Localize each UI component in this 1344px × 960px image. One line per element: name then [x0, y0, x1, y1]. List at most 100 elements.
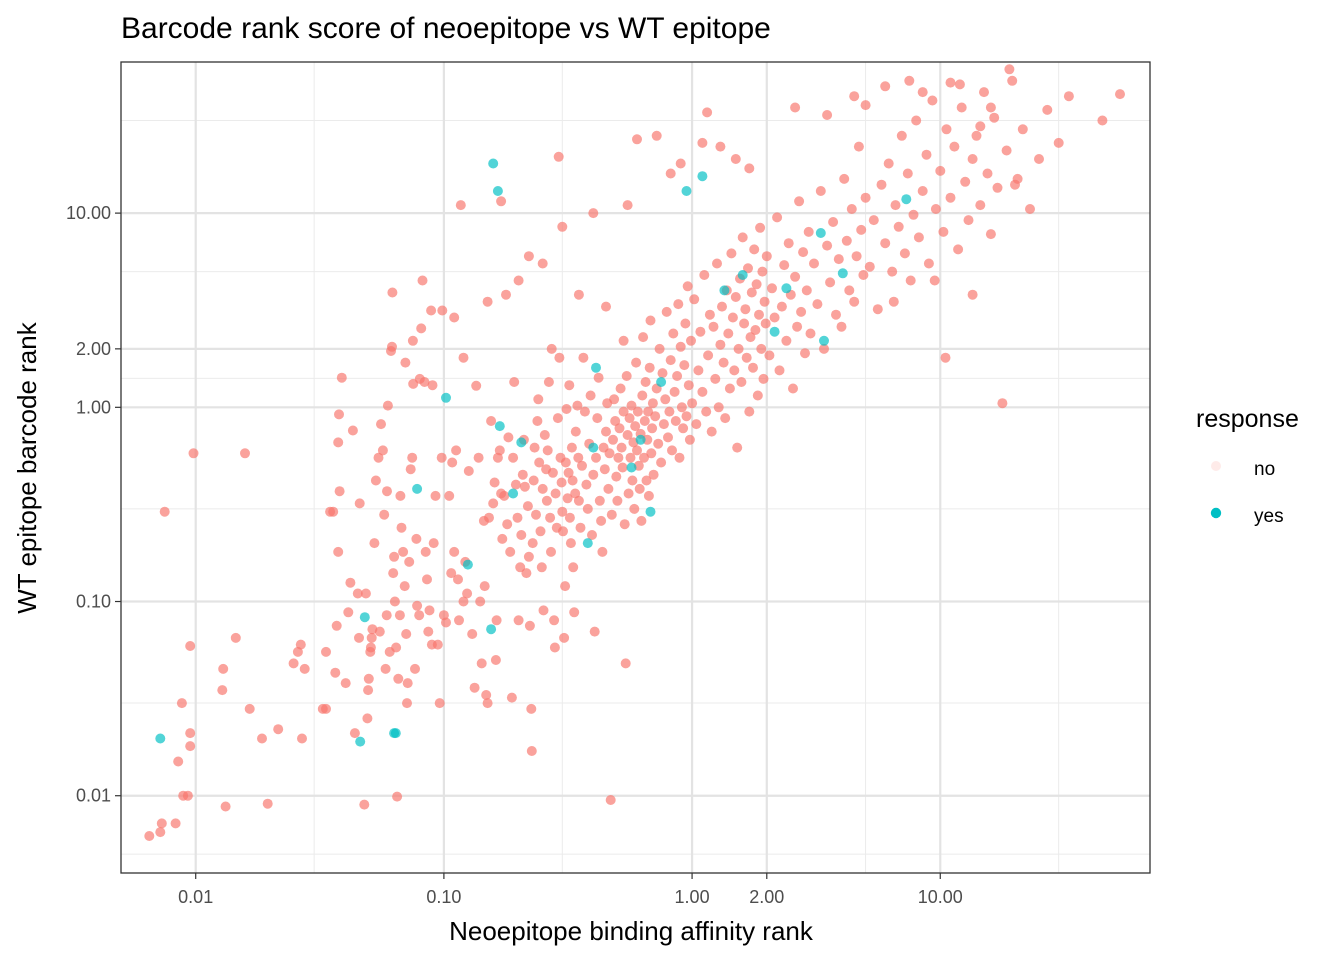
point-no [724, 383, 735, 394]
point-no [539, 430, 550, 440]
point-no [414, 610, 425, 621]
point-no [365, 642, 376, 653]
point-no [701, 406, 712, 417]
point-no [989, 112, 1000, 123]
point-no [733, 343, 744, 354]
y-axis-ticks: 0.01 0.10 1.00 2.00 10.00 [66, 203, 121, 806]
point-no [616, 442, 627, 453]
point-no [613, 452, 624, 463]
point-no [622, 430, 633, 440]
point-no [532, 416, 543, 426]
point-no [691, 419, 702, 430]
point-no [675, 341, 686, 352]
point-no [389, 596, 400, 607]
point-no [573, 495, 584, 506]
point-no [240, 448, 250, 459]
point-no [737, 232, 748, 243]
point-no [851, 251, 862, 262]
minor-gridlines [120, 62, 1150, 873]
point-no [510, 479, 521, 490]
point-no [188, 448, 199, 459]
point-no [745, 332, 756, 343]
point-no [703, 350, 714, 361]
point-no [423, 626, 434, 637]
point-no [347, 425, 358, 436]
point-no [588, 469, 599, 480]
point-no [668, 328, 679, 339]
point-no [831, 309, 841, 320]
point-no [523, 551, 534, 562]
point-no [340, 678, 351, 689]
point-no [971, 130, 982, 141]
point-no [697, 137, 708, 148]
point-no [446, 568, 457, 579]
point-no [704, 309, 715, 320]
point-no [407, 452, 418, 463]
point-no [523, 251, 534, 262]
point-no [521, 568, 532, 579]
point-no [754, 309, 764, 320]
point-no [494, 445, 505, 456]
point-no [405, 464, 416, 475]
point-no [904, 75, 915, 86]
point-no [760, 318, 771, 329]
point-no [559, 632, 570, 643]
point-no [513, 275, 524, 286]
point-no [482, 296, 493, 307]
point-no [524, 620, 535, 631]
point-yes [681, 186, 692, 196]
point-no [599, 464, 610, 475]
point-no [1017, 124, 1028, 135]
point-no [330, 667, 341, 678]
point-no [796, 306, 807, 317]
point-no [726, 248, 737, 259]
point-no [997, 398, 1008, 409]
point-no [388, 568, 399, 579]
point-no [643, 406, 654, 417]
point-no [902, 168, 913, 179]
point-no [647, 423, 658, 434]
point-no [527, 538, 538, 549]
point-no [533, 394, 544, 405]
point-no [262, 798, 273, 809]
point-no [849, 91, 860, 102]
point-yes [390, 728, 401, 739]
point-no [333, 546, 344, 557]
point-no [522, 501, 533, 512]
point-no [809, 258, 819, 269]
point-no [557, 221, 568, 232]
point-no [883, 158, 894, 169]
point-no [888, 296, 899, 307]
point-no [706, 426, 717, 437]
point-no [471, 380, 482, 391]
point-no [394, 610, 405, 621]
point-no [295, 639, 306, 650]
point-no [501, 289, 511, 300]
point-no [458, 596, 469, 607]
point-no [535, 526, 546, 537]
point-no [746, 287, 757, 298]
point-no [449, 546, 460, 557]
point-no [416, 323, 427, 334]
point-no [453, 574, 463, 585]
point-no [546, 546, 556, 557]
point-no [360, 588, 371, 599]
point-no [585, 390, 596, 401]
point-no [755, 222, 766, 233]
point-no [526, 703, 537, 714]
point-no [333, 437, 344, 448]
point-no [218, 663, 229, 674]
point-no [611, 471, 622, 482]
point-no [376, 419, 386, 430]
point-no [712, 258, 722, 269]
point-no [679, 360, 690, 371]
point-yes [781, 283, 792, 294]
point-no [593, 372, 604, 383]
point-no [949, 141, 960, 152]
point-no [185, 641, 196, 651]
point-no [349, 728, 360, 739]
point-no [499, 490, 510, 501]
point-no [578, 352, 589, 363]
point-no [930, 204, 941, 214]
